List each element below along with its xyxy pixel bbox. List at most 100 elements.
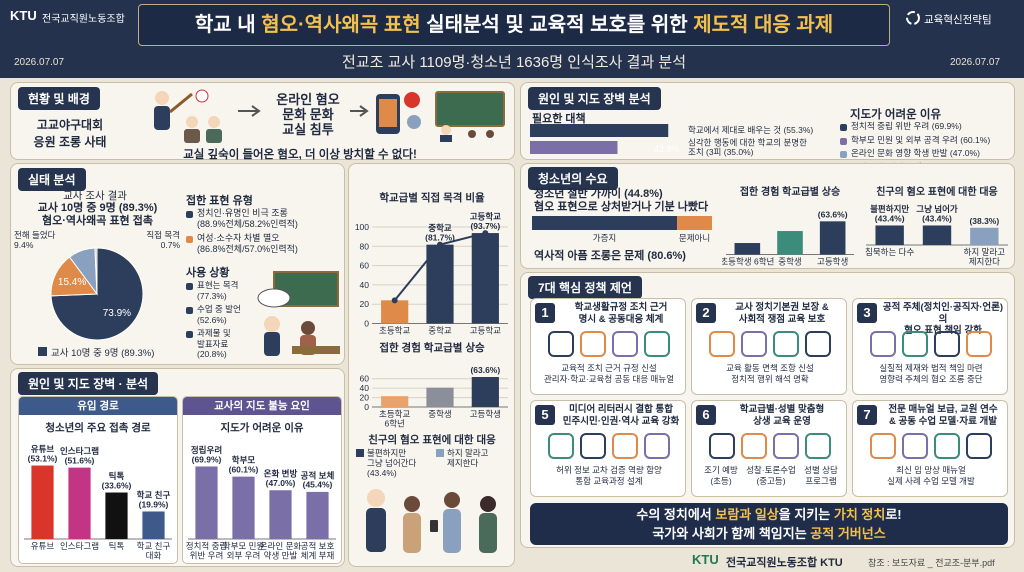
title-part: 혐오·역사왜곡 표현 xyxy=(261,14,421,36)
bar xyxy=(530,124,669,137)
survey-headline: 교사 10명 중 9명 (89.3%) 혐오·역사왜곡 표현 접촉 xyxy=(37,202,158,227)
value-label: 0.7% xyxy=(161,240,181,250)
icon xyxy=(709,331,735,357)
icon xyxy=(934,433,960,459)
value-label: 정립우려 (69.9%) xyxy=(191,445,222,464)
slogan-part: 수의 정치에서 xyxy=(636,507,716,522)
chart-title: 친구의 혐오 표현에 대한 대응 xyxy=(368,434,496,446)
title-part: 제도적 대응 과제 xyxy=(693,14,834,36)
bullet xyxy=(840,137,847,145)
bar-line-chart: 0 20 40 60 80 100 초등학교 중학교 중학교 (81.7%) 고등학교 고등학교 (93… xyxy=(355,212,508,336)
bar xyxy=(306,491,329,539)
card-label: 조기 예방 (초등) xyxy=(704,465,738,486)
icon xyxy=(548,331,574,357)
list-text: 정치적 중립 위반 우려 (69.9%) xyxy=(851,121,962,131)
policy-card: 2 교사 정치기본권 보장 & 사회적 쟁점 교육 보호 교육 활동 면책 조항 신… xyxy=(691,298,847,395)
icon xyxy=(644,331,670,357)
list-text: 과제물 및 발표자료 (20.8%) xyxy=(197,328,231,359)
y-tick-label: 0 xyxy=(364,319,369,329)
legend-item: 하지 말라고 제지한다 xyxy=(436,448,488,468)
survey-title: 교사 조사 결과 xyxy=(63,190,127,202)
bar xyxy=(195,466,218,539)
legend-label: 불편하지만 그냥 넘어간다 (43.4%) xyxy=(367,448,417,478)
org-name: 전국교직원노동조합 xyxy=(42,14,125,25)
x-tick-label: 침묵하는 다수 xyxy=(865,247,914,257)
bar-chart: 정치적 중립 위반 우려 정립우려 (69.9%) 학부모 민원 외부 우려 학부모 (60.… xyxy=(186,445,336,560)
slogan-part: 국가와 사회가 함께 책임지는 xyxy=(652,526,811,541)
card-title: 교사 정치기본권 보장 & 사회적 쟁점 교육 보호 xyxy=(735,302,829,325)
icon xyxy=(741,331,767,357)
card-title: 학교급별·성별 맞춤형 상생 교육 운영 xyxy=(739,404,825,427)
value-label: 중학교 (81.7%) xyxy=(425,223,455,242)
y-tick-label: 100 xyxy=(355,222,369,232)
arrow xyxy=(350,105,369,117)
bar xyxy=(105,492,128,539)
footer-org: 전국교직원노동조합 KTU xyxy=(726,557,843,569)
x-tick-label: 공적 보호 체계 부재 xyxy=(301,541,335,560)
list-item: 표현는 목격 (77.3%) xyxy=(186,280,256,301)
card-desc: 허위 정보 교차 검증 역량 함양 통합 교육과정 설계 xyxy=(556,465,662,486)
title: 학교 내 혐오·역사왜곡 표현 실태분석 및 교육적 보호를 위한 제도적 대응… xyxy=(138,4,890,46)
value-label: 심각한 행동에 대한 학교의 분명한 조치 (3피 (35.0%) xyxy=(688,138,807,157)
slogan-part: 을 지키는 xyxy=(778,507,834,522)
slogan-part: 가치 정치 xyxy=(833,507,886,522)
chart-title: 접한 경험 학교급별 상승 xyxy=(739,187,841,198)
legend-label: 문제아니 xyxy=(679,233,710,243)
bar xyxy=(777,231,803,255)
logo: KTU xyxy=(10,8,37,23)
point xyxy=(391,297,398,304)
card-number: 7 xyxy=(857,405,877,425)
bar xyxy=(922,225,952,245)
legend-label: 가증지 xyxy=(593,233,616,243)
point xyxy=(437,241,443,248)
card-icons xyxy=(548,433,670,459)
bar xyxy=(875,225,904,245)
icon xyxy=(644,433,670,459)
x-tick-label: 중학생 xyxy=(428,409,451,419)
x-tick-label: 정치적 중립 위반 우려 xyxy=(186,541,227,560)
bar xyxy=(31,465,54,539)
section-heading: 원인 및 지도 장벽 · 분석 xyxy=(18,372,159,395)
subtitle: 전교조 교사 1109명·청소년 1636명 인식조사 결과 분석 xyxy=(341,54,687,71)
legend-label: 하지 말라고 제지한다 xyxy=(447,448,489,468)
slice-label: 전해 들었다 xyxy=(14,230,56,240)
date: 2026.07.07 xyxy=(14,57,65,68)
footer-logo: KTU xyxy=(692,552,719,567)
background-item: 온라인 혐오 문화 문화 교실 침투 xyxy=(276,92,340,137)
card-desc: 실질적 제재와 법적 책임 마련 영향력 주체의 혐오 조롱 중단 xyxy=(879,363,983,384)
x-tick-label: 온라인 문화 약생 만발 xyxy=(260,541,302,560)
value-label: 인스타그램 (51.6%) xyxy=(60,446,99,465)
y-tick-label: 20 xyxy=(360,393,370,403)
card-icons xyxy=(870,331,992,357)
sub-heading: 지도가 어려운 이유 xyxy=(850,109,942,121)
legend-swatch xyxy=(436,449,444,457)
policy-card: 6 학교급별·성별 맞춤형 상생 교육 운영 조기 예방 (초등) 성찰·토론수업 (… xyxy=(691,400,847,497)
bullet xyxy=(186,236,193,243)
bar xyxy=(269,490,292,539)
card-desc: 교육적 조치 근거 규정 신설 관리자·학교·교육청 공동 대응 매뉴얼 xyxy=(543,363,675,384)
bar xyxy=(530,141,618,154)
list: 정치인·유명인 비극 조롱 (88.9%전체/58.2%인력적) 여성·소수자 차… xyxy=(186,208,346,258)
card-icons xyxy=(548,331,670,357)
icon xyxy=(870,433,896,459)
card-icons xyxy=(709,433,831,459)
list-text: 표현는 목격 (77.3%) xyxy=(197,280,239,301)
legend-label: 교사 10명 중 9명 (89.3%) xyxy=(51,348,155,359)
team: 교육혁신전략팀 xyxy=(924,14,992,26)
slogan-part: 공적 거버넌스 xyxy=(810,526,886,541)
icon xyxy=(741,433,767,459)
x-tick-label: 틱톡 xyxy=(109,541,125,551)
list-text: 학부모 민원 및 외부 공격 우려 (60.1%) xyxy=(851,134,991,145)
pie-slice xyxy=(94,247,98,295)
card-number: 6 xyxy=(696,405,716,425)
bullet xyxy=(186,283,193,290)
y-tick-label: 80 xyxy=(360,241,370,251)
icon xyxy=(612,331,638,357)
y-tick-label: 60 xyxy=(360,374,370,384)
card-desc: 교육 활동 면책 조항 신설 정치적 행위 해석 명확 xyxy=(726,363,814,384)
icon xyxy=(773,331,799,357)
background-item: 고교야구대회 응원 조롱 사태 xyxy=(33,118,107,149)
list: 표현는 목격 (77.3%) 수업 중 발언 (52.6%) 과제물 및 발표자료 … xyxy=(186,280,256,363)
list-text: 수업 중 발언 (52.6%) xyxy=(197,304,241,325)
bar-segment xyxy=(677,216,712,230)
